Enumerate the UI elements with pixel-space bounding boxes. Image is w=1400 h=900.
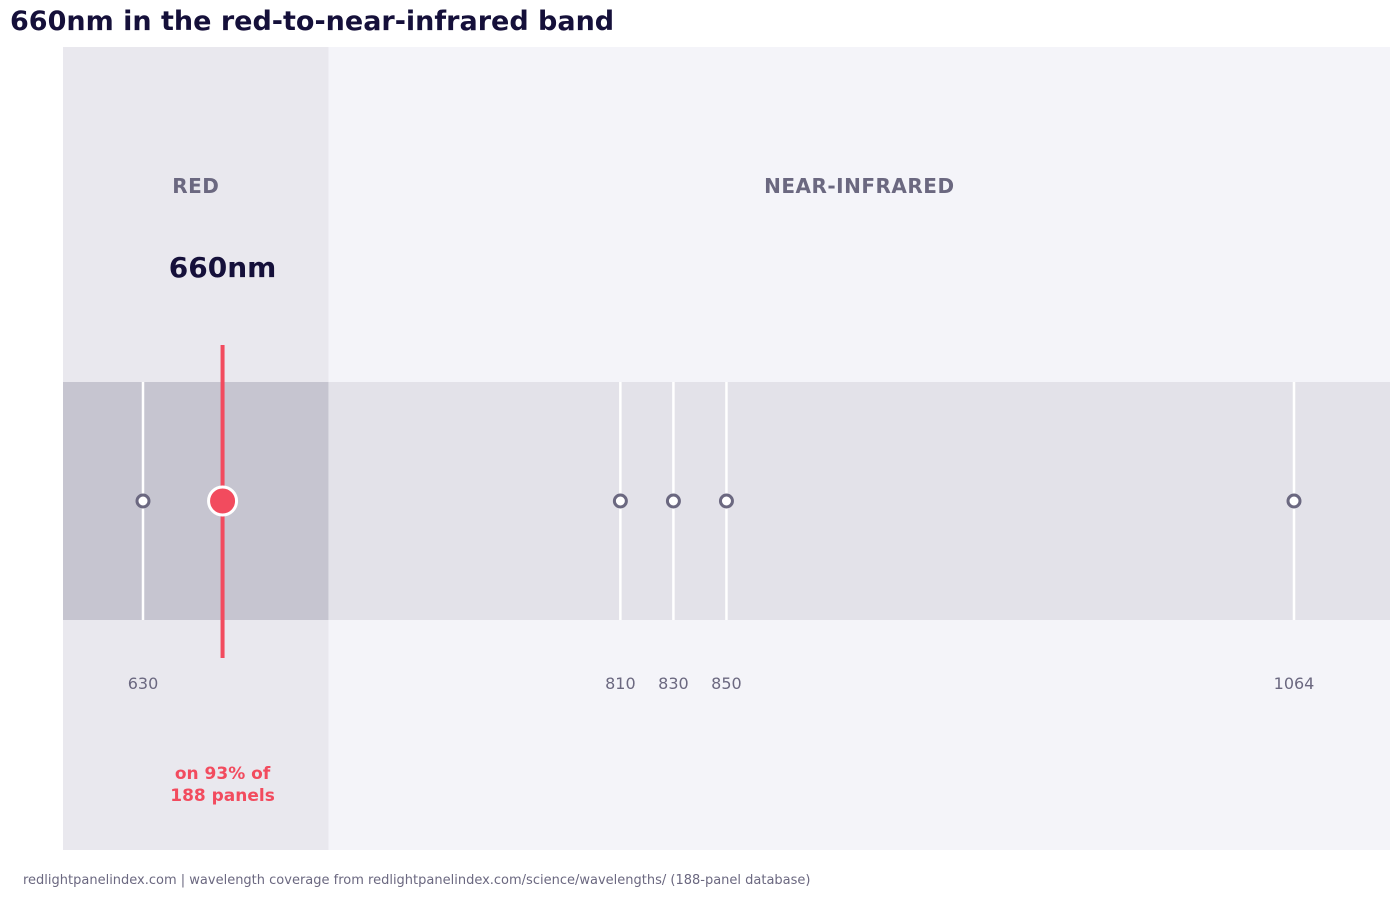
wavelength-marker-830	[665, 493, 681, 509]
highlight-marker	[207, 485, 239, 517]
wavelength-marker-810	[612, 493, 628, 509]
tick-label-850: 850	[711, 674, 742, 693]
wavelength-marker-630	[135, 493, 151, 509]
chart-title: 660nm in the red-to-near-infrared band	[10, 6, 615, 37]
tick-label-810: 810	[605, 674, 636, 693]
chart-footer: redlightpanelindex.com | wavelength cove…	[23, 873, 811, 888]
highlight-label: 660nm	[169, 251, 277, 284]
band-strip-red	[63, 382, 329, 620]
highlight-annotation-line-2: 188 panels	[170, 786, 275, 806]
tick-label-830: 830	[658, 674, 689, 693]
tick-label-1064: 1064	[1274, 674, 1315, 693]
highlight-annotation-line-1: on 93% of	[175, 764, 271, 784]
band-label-near-infrared: NEAR-INFRARED	[764, 174, 954, 198]
band-label-red: RED	[172, 174, 219, 198]
wavelength-marker-1064	[1286, 493, 1302, 509]
band-strip-near-infrared	[328, 382, 1391, 620]
wavelength-marker-850	[718, 493, 734, 509]
tick-label-630: 630	[128, 674, 159, 693]
